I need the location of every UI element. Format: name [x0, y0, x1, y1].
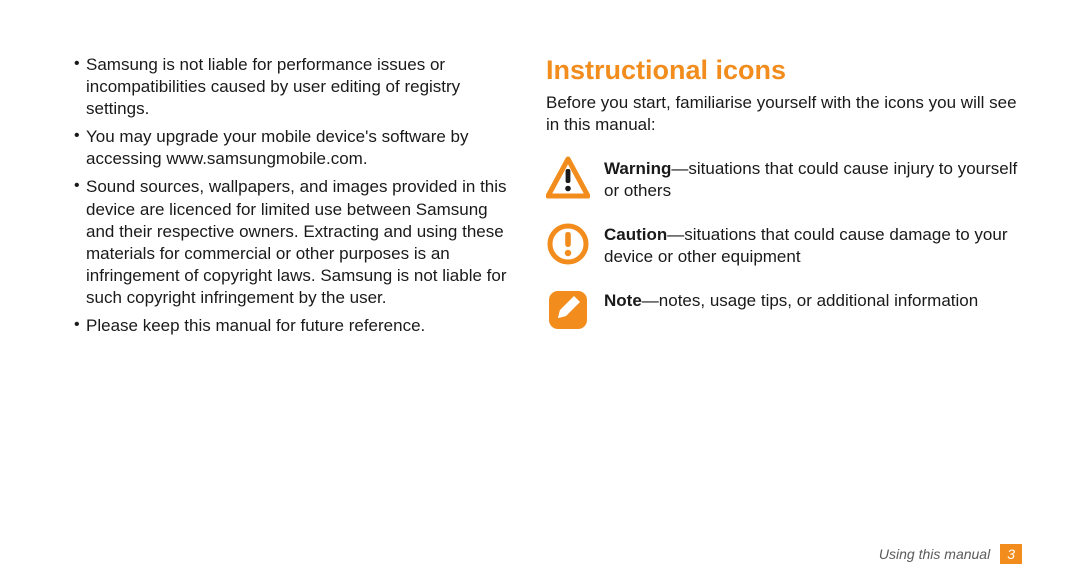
- icon-bold-label: Caution: [604, 225, 667, 244]
- list-item: You may upgrade your mobile device's sof…: [74, 126, 518, 170]
- icon-separator: —: [667, 225, 684, 244]
- document-page: Samsung is not liable for performance is…: [0, 0, 1080, 586]
- caution-circle-icon: [546, 222, 590, 266]
- left-column: Samsung is not liable for performance is…: [58, 54, 540, 548]
- bullet-list: Samsung is not liable for performance is…: [58, 54, 518, 337]
- icon-definition-text: Caution—situations that could cause dama…: [604, 222, 1022, 268]
- icon-definition-row: Note—notes, usage tips, or additional in…: [546, 288, 1022, 332]
- icon-definition-row: Warning—situations that could cause inju…: [546, 156, 1022, 202]
- section-intro: Before you start, familiarise yourself w…: [546, 92, 1022, 136]
- icon-separator: —: [642, 291, 659, 310]
- icon-separator: —: [671, 159, 688, 178]
- icon-bold-label: Note: [604, 291, 642, 310]
- icon-bold-label: Warning: [604, 159, 671, 178]
- icon-definition-text: Warning—situations that could cause inju…: [604, 156, 1022, 202]
- right-column: Instructional icons Before you start, fa…: [540, 54, 1022, 548]
- warning-triangle-icon: [546, 156, 590, 200]
- page-footer: Using this manual 3: [879, 544, 1022, 564]
- icon-description: notes, usage tips, or additional informa…: [659, 291, 978, 310]
- list-item: Sound sources, wallpapers, and images pr…: [74, 176, 518, 309]
- list-item: Please keep this manual for future refer…: [74, 315, 518, 337]
- section-heading: Instructional icons: [546, 54, 1022, 86]
- footer-section-label: Using this manual: [879, 546, 990, 562]
- list-item: Samsung is not liable for performance is…: [74, 54, 518, 120]
- icon-definition-text: Note—notes, usage tips, or additional in…: [604, 288, 978, 312]
- icon-definition-row: Caution—situations that could cause dama…: [546, 222, 1022, 268]
- note-pencil-icon: [546, 288, 590, 332]
- page-number: 3: [1000, 544, 1022, 564]
